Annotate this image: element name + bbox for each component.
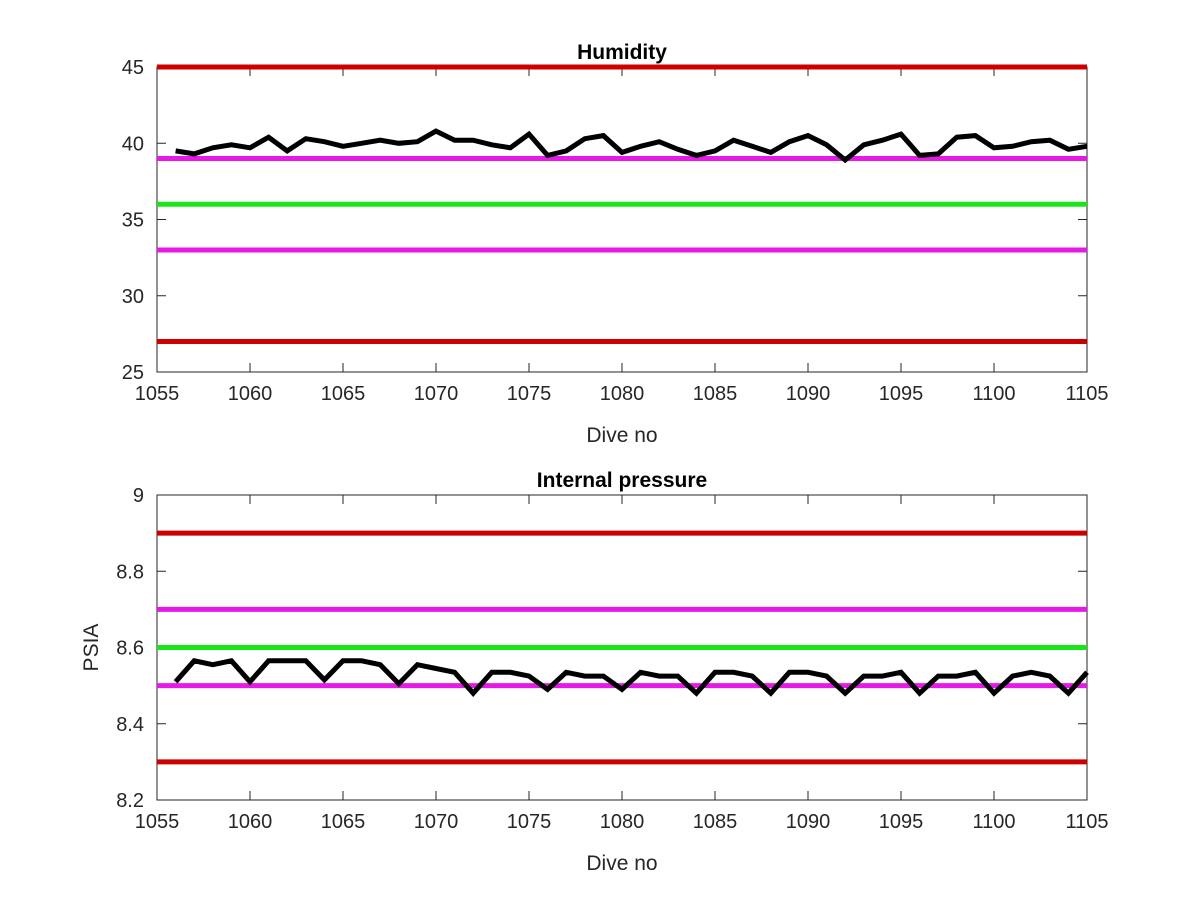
pressure-title: Internal pressure	[537, 469, 707, 492]
x-tick-label: 1090	[786, 811, 831, 833]
y-tick-label: 45	[122, 57, 144, 79]
y-tick-label: 8.2	[116, 790, 144, 812]
y-tick-label: 40	[122, 133, 144, 155]
y-tick-label: 8.4	[116, 714, 144, 736]
x-tick-label: 1065	[321, 383, 366, 405]
x-tick-label: 1105	[1065, 383, 1108, 405]
x-tick-label: 1075	[507, 383, 552, 405]
y-tick-label: 35	[122, 210, 144, 232]
x-tick-label: 1075	[507, 811, 552, 833]
pressure-x-axis-label: Dive no	[586, 852, 657, 875]
y-tick-label: 8.6	[116, 638, 144, 660]
x-tick-label: 1070	[414, 811, 459, 833]
x-tick-label: 1080	[600, 811, 645, 833]
x-tick-label: 1080	[600, 383, 645, 405]
x-tick-label: 1090	[786, 383, 831, 405]
y-tick-label: 9	[133, 485, 144, 507]
x-tick-label: 1105	[1065, 811, 1108, 833]
x-tick-label: 1100	[972, 811, 1015, 833]
humidity-title: Humidity	[577, 41, 667, 64]
pressure-series-line	[173, 658, 1089, 697]
humidity-x-axis-label: Dive no	[586, 424, 657, 447]
x-tick-label: 1055	[135, 811, 180, 833]
humidity-axes-box	[156, 66, 1088, 373]
x-tick-label: 1065	[321, 811, 366, 833]
x-tick-label: 1060	[228, 811, 273, 833]
pressure-y-axis-label: PSIA	[80, 624, 103, 672]
humidity-chart: 1055 1060 1065 1070 1075 1080 1085 1090 1095 1100…	[122, 41, 1109, 447]
y-tick-label: 30	[122, 286, 144, 308]
x-tick-label: 1070	[414, 383, 459, 405]
x-tick-label: 1095	[879, 383, 924, 405]
humidity-series-line	[175, 128, 1088, 164]
y-tick-label: 8.8	[116, 561, 144, 583]
x-tick-label: 1060	[228, 383, 273, 405]
x-tick-label: 1085	[693, 811, 738, 833]
pressure-chart: 1055 1060 1065 1070 1075 1080 1085 1090 1095 1100…	[80, 469, 1109, 875]
x-tick-label: 1100	[972, 383, 1015, 405]
x-tick-label: 1085	[693, 383, 738, 405]
x-tick-label: 1055	[135, 383, 180, 405]
x-tick-label: 1095	[879, 811, 924, 833]
y-tick-label: 25	[122, 362, 144, 384]
